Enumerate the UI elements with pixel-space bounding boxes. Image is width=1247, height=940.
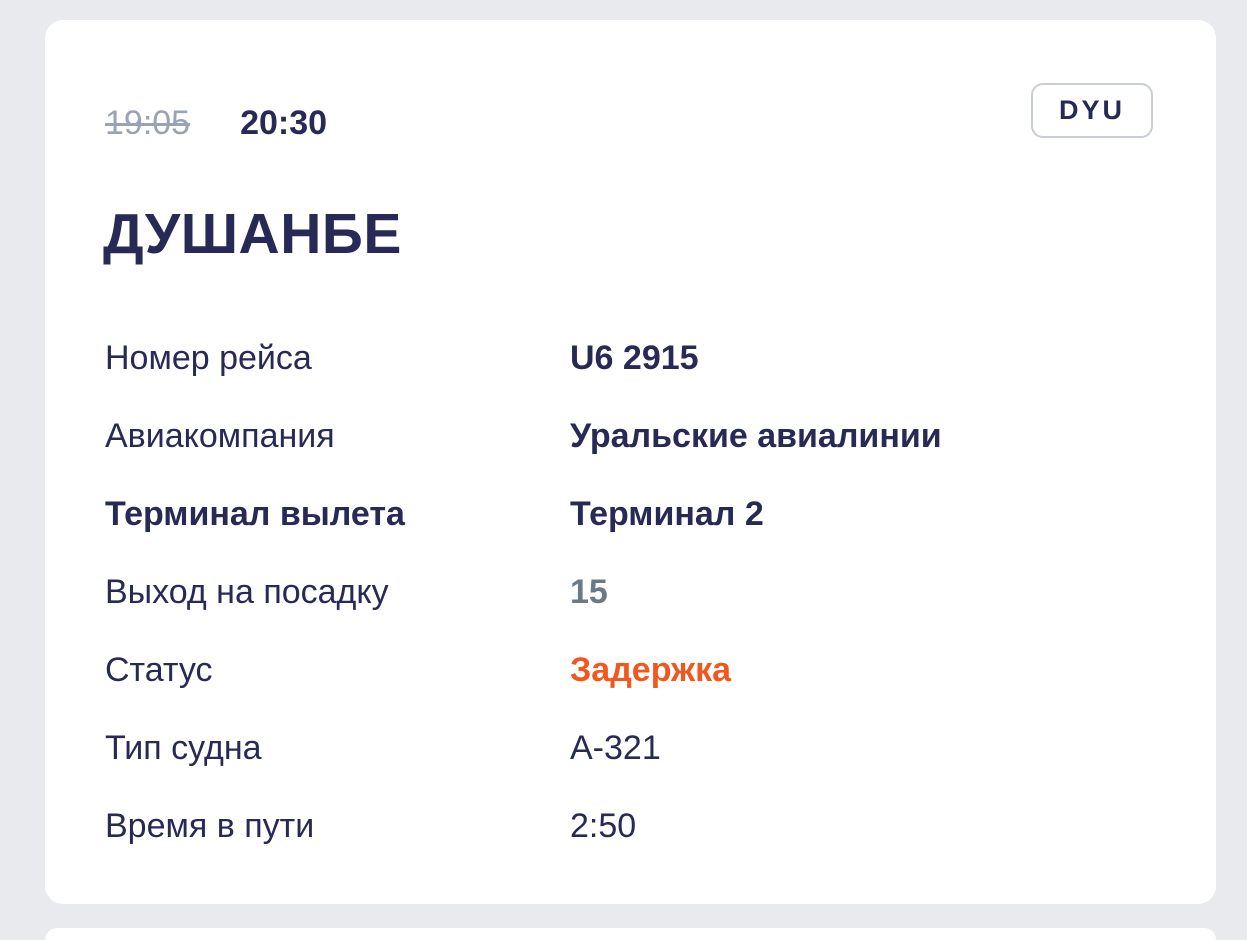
detail-value: Уральские авиалинии <box>570 416 942 455</box>
destination-city: ДУШАНБЕ <box>103 202 402 266</box>
flight-detail-row: Авиакомпания Уральские авиалинии <box>105 397 1156 475</box>
flight-info-card: 19:05 20:30 DYU ДУШАНБЕ Номер рейса U6 2… <box>45 20 1216 904</box>
next-card-edge <box>45 928 1216 940</box>
detail-value: U6 2915 <box>570 338 699 377</box>
detail-label: Статус <box>105 650 213 689</box>
detail-value: 15 <box>570 572 608 611</box>
departure-times: 19:05 20:30 <box>45 20 1216 142</box>
detail-label: Время в пути <box>105 806 315 845</box>
airport-code-badge[interactable]: DYU <box>1030 83 1153 138</box>
flight-detail-row: Тип судна А-321 <box>105 709 1156 787</box>
detail-label: Авиакомпания <box>105 416 335 455</box>
detail-value: А-321 <box>570 728 661 767</box>
detail-label: Тип судна <box>105 728 262 767</box>
detail-value: Задержка <box>570 650 732 689</box>
detail-label: Номер рейса <box>105 338 312 377</box>
flight-detail-row: Выход на посадку 15 <box>105 553 1156 631</box>
actual-time: 20:30 <box>240 104 328 142</box>
detail-label: Терминал вылета <box>105 494 405 533</box>
flight-details-list: Номер рейса U6 2915 Авиакомпания Уральск… <box>105 319 1156 865</box>
flight-detail-row: Терминал вылета Терминал 2 <box>105 475 1156 553</box>
detail-value: Терминал 2 <box>570 494 764 533</box>
flight-detail-row: Статус Задержка <box>105 631 1156 709</box>
flight-detail-row: Номер рейса U6 2915 <box>105 319 1156 397</box>
flight-detail-row: Время в пути 2:50 <box>105 787 1156 865</box>
detail-value: 2:50 <box>570 806 637 845</box>
scheduled-time: 19:05 <box>105 104 191 142</box>
detail-label: Выход на посадку <box>105 572 389 611</box>
